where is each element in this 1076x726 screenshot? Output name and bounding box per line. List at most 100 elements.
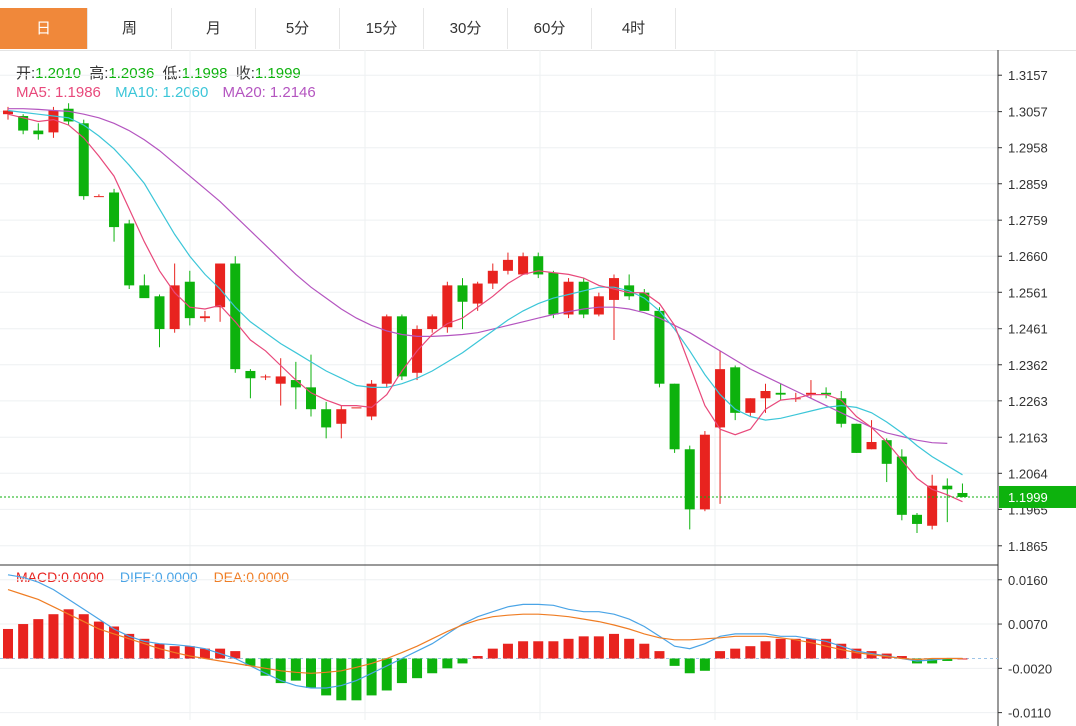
tab-4hour[interactable]: 4时	[592, 8, 676, 49]
candle-body-7	[109, 192, 120, 228]
ma-readout: MA5: 1.1986 MA10: 1.2060 MA20: 1.2146	[16, 84, 320, 101]
ohlc-readout: 开:1.2010 高:1.2036 低:1.1998 收:1.1999	[16, 62, 305, 83]
ma20-line	[8, 108, 948, 444]
macd-bar-22	[336, 658, 347, 701]
candle-body-61	[927, 485, 938, 526]
price-tick-label-7: 1.2461	[1008, 322, 1048, 337]
macd-bar-25	[381, 658, 392, 691]
candle-body-48	[730, 367, 741, 413]
macd-bar-0	[3, 628, 13, 659]
candle-body-21	[321, 409, 332, 428]
macd-bar-46	[699, 658, 710, 671]
candle-body-8	[124, 223, 135, 286]
candle-body-15	[230, 263, 241, 370]
tab-60min[interactable]: 60分	[508, 8, 592, 49]
macd-bar-53	[805, 638, 816, 659]
candle-body-46	[699, 434, 710, 510]
candle-body-12	[184, 281, 195, 319]
candle-body-4	[63, 108, 74, 122]
macd-bar-40	[609, 633, 619, 659]
candle-body-51	[775, 392, 786, 395]
candle-body-33	[502, 259, 513, 271]
price-tick-label-11: 1.2064	[1008, 466, 1048, 481]
candle-body-31	[472, 283, 483, 304]
macd-bar-48	[730, 648, 741, 659]
macd-bar-55	[836, 643, 847, 659]
price-tick-label-5: 1.2660	[1008, 249, 1048, 264]
macd-bar-21	[321, 658, 332, 696]
macd-tick-label-0: 0.0160	[1008, 573, 1048, 588]
macd-bar-1	[18, 624, 29, 659]
price-tick-label-3: 1.2859	[1008, 177, 1048, 192]
period-tab-bar: 日 周 月 5分 15分 30分 60分 4时	[0, 0, 1076, 51]
candle-body-2	[33, 130, 44, 135]
candle-body-58	[881, 440, 892, 464]
low-value: 1.1998	[181, 65, 228, 82]
tab-monthly[interactable]: 月	[172, 8, 256, 49]
close-label: 收:	[235, 65, 255, 82]
macd-bar-3	[48, 614, 59, 659]
diff-value: 0.0000	[154, 569, 198, 585]
macd-bar-15	[230, 651, 241, 659]
open-label: 开:	[16, 65, 36, 82]
macd-bar-8	[124, 633, 135, 659]
macd-bar-51	[775, 638, 786, 659]
candle-body-17	[260, 376, 271, 378]
macd-bar-50	[760, 641, 771, 659]
price-tick-label-1: 1.3057	[1008, 105, 1048, 120]
price-tick-label-8: 1.2362	[1008, 358, 1048, 373]
macd-tick-label-2: -0.0020	[1008, 661, 1052, 676]
macd-bar-5	[78, 614, 89, 659]
macd-bar-6	[93, 621, 104, 659]
current-price-label: 1.1999	[1008, 490, 1048, 505]
macd-bar-33	[502, 643, 513, 659]
ma10-line	[7, 109, 963, 476]
macd-bar-4	[63, 609, 74, 659]
candle-body-26	[396, 316, 407, 377]
tab-30min[interactable]: 30分	[424, 8, 508, 49]
candle-body-6	[93, 196, 104, 198]
macd-bar-54	[821, 638, 832, 659]
macd-bar-13	[199, 648, 210, 659]
candle-body-50	[760, 390, 771, 399]
macd-bar-23	[351, 658, 362, 701]
candle-body-44	[669, 383, 680, 450]
candle-body-34	[518, 256, 529, 275]
macd-bar-42	[639, 643, 650, 659]
macd-bar-45	[684, 658, 695, 674]
macd-value: 0.0000	[61, 569, 104, 585]
price-tick-label-9: 1.2263	[1008, 394, 1048, 409]
tab-weekly[interactable]: 周	[88, 8, 172, 49]
candle-body-38	[578, 281, 589, 315]
price-tick-label-0: 1.3157	[1008, 68, 1048, 83]
tab-daily[interactable]: 日	[0, 8, 88, 49]
macd-bar-32	[487, 648, 498, 659]
kline-chart[interactable]: 1.3157 1.3057 1.2958 1.2859 1.2759 1.2660 1.25…	[0, 50, 1076, 726]
high-value: 1.2036	[108, 65, 155, 82]
macd-bar-39	[593, 636, 604, 659]
macd-bar-38	[578, 636, 589, 659]
macd-bar-59	[896, 656, 907, 659]
candle-body-56	[851, 423, 862, 453]
macd-bar-7	[109, 626, 120, 659]
macd-bar-31	[472, 656, 483, 659]
candle-body-28	[427, 316, 438, 330]
macd-bar-61	[927, 658, 938, 664]
macd-bar-17	[260, 658, 271, 676]
price-tick-label-10: 1.2163	[1008, 430, 1048, 445]
tab-5min[interactable]: 5分	[256, 8, 340, 49]
candle-body-47	[715, 369, 726, 428]
tab-15min[interactable]: 15分	[340, 8, 424, 49]
macd-bar-52	[790, 638, 801, 659]
candle-body-53	[805, 392, 816, 395]
candle-body-0	[3, 110, 13, 115]
high-label: 高:	[89, 65, 109, 82]
macd-tick-label-1: 0.0070	[1008, 617, 1048, 632]
open-value: 1.2010	[35, 65, 82, 82]
current-price-tag	[999, 485, 1076, 508]
candle-body-45	[684, 449, 695, 510]
candle-body-57	[866, 441, 877, 450]
candle-body-29	[442, 285, 453, 328]
candle-body-59	[896, 456, 907, 515]
candle-body-55	[836, 398, 847, 424]
